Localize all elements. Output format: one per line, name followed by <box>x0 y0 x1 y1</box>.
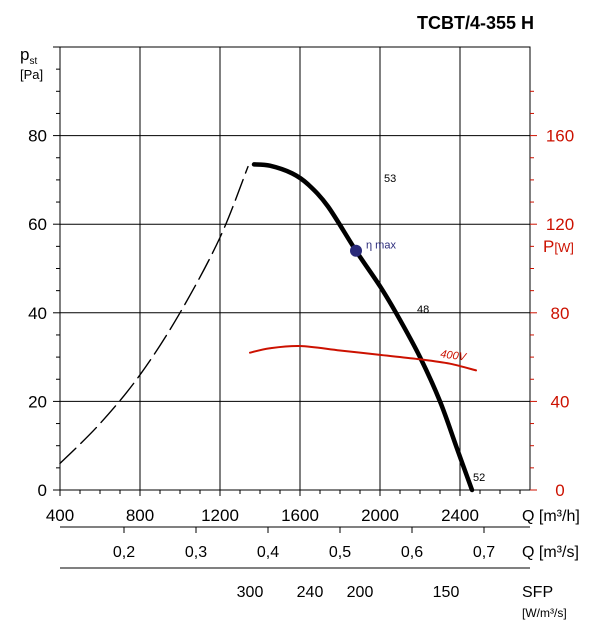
y-right-tick-label: 0 <box>555 481 564 500</box>
curve-annotation: 48 <box>417 304 429 316</box>
series-power <box>249 344 477 372</box>
x2-tick-label: 0,7 <box>473 544 495 561</box>
y-left-label: pst [Pa] <box>20 45 43 82</box>
eta-max-point <box>350 244 362 257</box>
data-series <box>59 162 477 493</box>
y-right-tick-label: 120 <box>546 215 574 234</box>
sfp-tick-label: 200 <box>347 584 374 601</box>
axis-ticks <box>53 46 537 533</box>
chart-title: TCBT/4-355 H <box>417 13 534 33</box>
series-pressure-stable <box>251 162 475 493</box>
x-tick-label: 1600 <box>281 506 319 525</box>
x2-tick-label: 0,5 <box>329 544 351 561</box>
x-tick-label: 1200 <box>201 506 239 525</box>
x-tick-label: 2000 <box>361 506 399 525</box>
y-left-tick-label: 20 <box>28 392 47 411</box>
y-right-tick-label: 80 <box>551 304 570 323</box>
y-left-tick-label: 60 <box>28 215 47 234</box>
y-left-label-unit: [Pa] <box>20 67 43 82</box>
y-left-tick-label: 40 <box>28 304 47 323</box>
grid <box>59 46 531 491</box>
y-right-tick-label: 40 <box>551 392 570 411</box>
sfp-tick-label: 300 <box>237 584 264 601</box>
x-tick-label: 2400 <box>441 506 479 525</box>
x2-tick-label: 0,3 <box>185 544 207 561</box>
sfp-tick-label: 240 <box>297 584 324 601</box>
y-left-label-main: p <box>20 45 29 64</box>
x2-tick-label: 0,4 <box>257 544 279 561</box>
sfp-unit: [W/m³/s] <box>522 606 567 620</box>
x-tick-label: 800 <box>126 506 154 525</box>
annotations: 53 48 52 η max 400V <box>366 173 485 484</box>
series-pressure-unstable <box>59 165 249 465</box>
x-tick-label: 400 <box>46 506 74 525</box>
curve-annotation: 52 <box>473 472 485 484</box>
y-left-tick-label: 0 <box>38 481 47 500</box>
power-curve-label: 400V <box>440 348 469 364</box>
eta-max-label: η max <box>366 240 396 252</box>
x2-tick-label: 0,2 <box>113 544 135 561</box>
y-left-label-sub: st <box>29 56 37 67</box>
sfp-tick-label: 150 <box>433 584 460 601</box>
y-right-label-unit: [W] <box>554 240 574 255</box>
y-right-tick-label: 160 <box>546 127 574 146</box>
svg-text:pst: pst <box>20 45 37 67</box>
y-right-label: P[W] <box>543 237 574 256</box>
x2-tick-label: 0,6 <box>401 544 423 561</box>
y-right-label-main: P <box>543 237 554 256</box>
x-axis-unit: Q [m³/h] <box>522 508 580 525</box>
y-left-tick-label: 80 <box>28 127 47 146</box>
svg-text:P[W]: P[W] <box>543 237 574 256</box>
curve-annotation: 53 <box>384 173 396 185</box>
x2-axis-unit: Q [m³/s] <box>522 544 579 561</box>
sfp-label: SFP <box>522 584 553 601</box>
